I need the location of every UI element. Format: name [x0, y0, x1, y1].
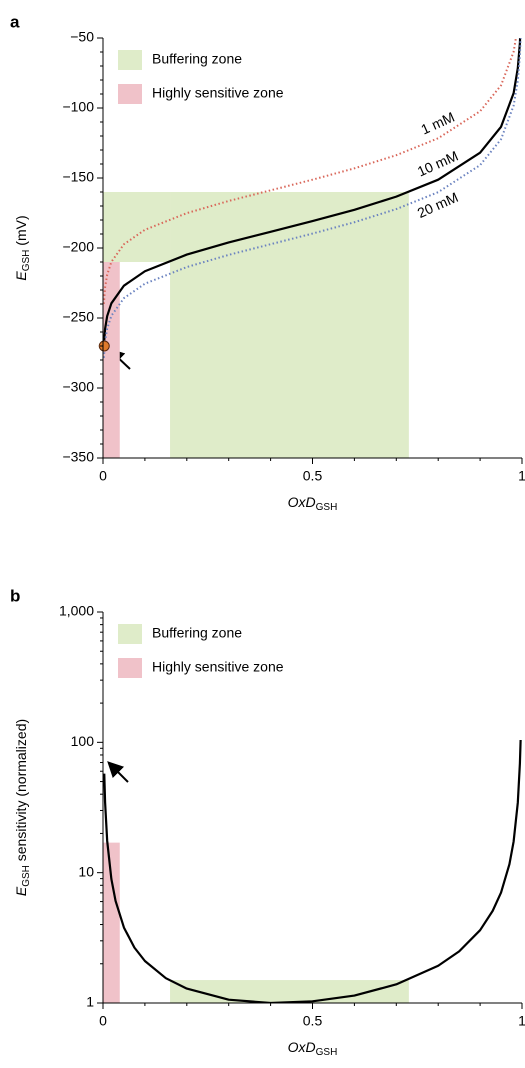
curve	[103, 38, 522, 346]
curve	[103, 739, 522, 1003]
x-label-sub: GSH	[316, 1047, 338, 1058]
arrow	[107, 761, 129, 783]
y-tick-label: −150	[62, 169, 94, 185]
y-tick-label: −350	[62, 449, 94, 465]
y-label-rest: sensitivity (normalized)	[13, 719, 29, 865]
curve-label: 10 mM	[415, 147, 461, 179]
legend-label: Highly sensitive zone	[152, 659, 284, 675]
legend-swatch	[118, 658, 142, 678]
y-label-sub: GSH	[21, 250, 32, 272]
y-label-rest: (mV)	[13, 215, 29, 249]
x-axis-label: OxDGSH	[288, 1039, 338, 1058]
y-axis-label: EGSH sensitivity (normalized)	[13, 719, 32, 896]
x-label-main: OxD	[288, 494, 316, 510]
panel-label: b	[10, 586, 20, 605]
y-tick-label: −100	[62, 99, 94, 115]
curve	[103, 38, 522, 358]
y-tick-label: 100	[71, 733, 95, 749]
x-tick-label: 1	[518, 1013, 525, 1029]
x-tick-label: 1	[518, 468, 525, 484]
legend-swatch	[118, 50, 142, 70]
zone	[170, 192, 409, 458]
panel-label: a	[10, 12, 20, 31]
y-tick-label: −250	[62, 309, 94, 325]
legend-label: Buffering zone	[152, 625, 242, 641]
y-label-main: E	[13, 886, 29, 896]
curve-label: 20 mM	[415, 189, 461, 221]
x-tick-label: 0	[99, 468, 107, 484]
y-tick-label: 1,000	[59, 603, 94, 619]
x-tick-label: 0.5	[303, 1013, 323, 1029]
y-tick-label: −300	[62, 379, 94, 395]
y-label-main: E	[13, 271, 29, 281]
legend-label: Highly sensitive zone	[152, 85, 284, 101]
legend-swatch	[118, 84, 142, 104]
panel: a Buffering zone Highly sensitive zone 1 mM…	[10, 12, 525, 513]
legend-label: Buffering zone	[152, 51, 242, 67]
x-label-sub: GSH	[316, 502, 338, 513]
x-axis-label: OxDGSH	[288, 494, 338, 513]
y-tick-label: −50	[70, 29, 94, 45]
y-tick-label: 1	[86, 994, 94, 1010]
y-tick-label: −200	[62, 239, 94, 255]
x-tick-label: 0	[99, 1013, 107, 1029]
x-label-main: OxD	[288, 1039, 316, 1055]
marker-point	[98, 340, 110, 352]
curve	[103, 38, 517, 304]
zone	[103, 842, 120, 1003]
y-label-sub: GSH	[21, 865, 32, 887]
legend-swatch	[118, 624, 142, 644]
curve-label: 1 mM	[418, 109, 456, 138]
y-tick-label: 10	[78, 863, 94, 879]
x-tick-label: 0.5	[303, 468, 323, 484]
y-axis-label: EGSH (mV)	[13, 215, 32, 280]
zone	[103, 192, 171, 262]
